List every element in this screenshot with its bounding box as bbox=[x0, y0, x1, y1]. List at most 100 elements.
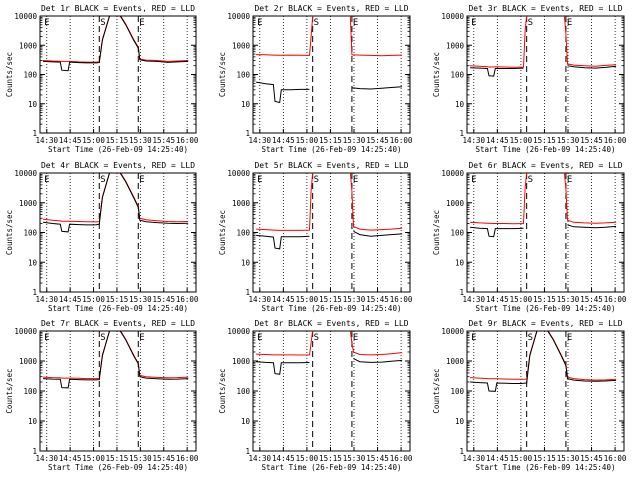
x-tick-label: 15:15 bbox=[319, 295, 342, 304]
x-tick-label: 16:00 bbox=[176, 295, 199, 304]
x-tick-label: 15:45 bbox=[152, 454, 175, 463]
events-series-line bbox=[353, 230, 403, 237]
detector-panel-2: Det 2r BLACK = Events, RED = LLD 1 10 100 10… bbox=[218, 4, 413, 154]
x-tick-label: 15:15 bbox=[106, 454, 129, 463]
lld-series-line bbox=[256, 331, 403, 356]
panel-title: Det 4r BLACK = Events, RED = LLD bbox=[41, 161, 195, 170]
y-tick-label: 1000 bbox=[232, 357, 251, 366]
plot-frame bbox=[252, 330, 411, 452]
x-tick-label: 16:00 bbox=[176, 136, 199, 145]
y-tick-label: 1000 bbox=[19, 41, 38, 50]
x-tick-label: 15:00 bbox=[82, 295, 105, 304]
lld-series-line bbox=[470, 331, 617, 381]
y-tick-label: 10 bbox=[28, 258, 38, 267]
marker-label: E bbox=[44, 18, 49, 28]
x-tick-label: 16:00 bbox=[604, 454, 627, 463]
y-tick-label: 10000 bbox=[441, 169, 464, 178]
marker-label: E bbox=[353, 18, 358, 28]
y-tick-label: 10 bbox=[455, 417, 465, 426]
events-series-line bbox=[353, 358, 403, 363]
y-tick-label: 10000 bbox=[227, 169, 250, 178]
y-tick-label: 1000 bbox=[446, 357, 465, 366]
panel-title: Det 3r BLACK = Events, RED = LLD bbox=[468, 4, 622, 13]
y-tick-label: 100 bbox=[236, 71, 250, 80]
plot-frame bbox=[252, 15, 411, 134]
marker-label: E bbox=[567, 333, 572, 343]
lld-series-line bbox=[256, 173, 403, 231]
y-tick-label: 10000 bbox=[227, 12, 250, 21]
lld-series-line bbox=[43, 173, 189, 223]
x-tick-label: 15:15 bbox=[106, 136, 129, 145]
y-tick-label: 100 bbox=[236, 229, 250, 238]
x-tick-label: 15:30 bbox=[557, 136, 580, 145]
y-tick-label: 100 bbox=[450, 229, 464, 238]
x-tick-label: 15:00 bbox=[296, 295, 319, 304]
x-tick-label: 15:00 bbox=[296, 136, 319, 145]
y-axis-label: Counts/sec bbox=[218, 52, 227, 97]
y-tick-label: 10000 bbox=[14, 327, 37, 336]
x-tick-label: 14:45 bbox=[486, 136, 509, 145]
x-tick-label: 14:30 bbox=[249, 136, 272, 145]
x-tick-label: 15:00 bbox=[510, 295, 533, 304]
x-tick-label: 15:00 bbox=[296, 454, 319, 463]
x-tick-label: 15:00 bbox=[510, 454, 533, 463]
y-tick-label: 1 bbox=[245, 129, 250, 138]
y-axis-label: Counts/sec bbox=[5, 52, 14, 97]
y-tick-label: 1000 bbox=[19, 199, 38, 208]
x-tick-label: 15:00 bbox=[510, 136, 533, 145]
events-series-line bbox=[43, 16, 189, 72]
y-tick-label: 1 bbox=[459, 288, 464, 297]
y-axis-label: Counts/sec bbox=[5, 368, 14, 413]
y-tick-label: 10000 bbox=[441, 12, 464, 21]
panel-title: Det 5r BLACK = Events, RED = LLD bbox=[254, 161, 408, 170]
marker-label: S bbox=[100, 333, 105, 343]
x-tick-label: 14:30 bbox=[249, 454, 272, 463]
y-tick-label: 10000 bbox=[14, 12, 37, 21]
y-axis-label: Counts/sec bbox=[432, 368, 441, 413]
detector-panel-9: Det 9r BLACK = Events, RED = LLD 1 10 100 10… bbox=[432, 319, 627, 472]
detector-panel-4: Det 4r BLACK = Events, RED = LLD 1 10 100 10… bbox=[5, 161, 199, 313]
detector-panel-7: Det 7r BLACK = Events, RED = LLD 1 10 100 10… bbox=[5, 319, 199, 472]
x-tick-label: 14:45 bbox=[272, 136, 295, 145]
x-tick-label: 14:30 bbox=[249, 295, 272, 304]
lld-series-line bbox=[470, 173, 617, 225]
marker-label: E bbox=[567, 18, 572, 28]
x-tick-label: 15:30 bbox=[343, 295, 366, 304]
panel-title: Det 7r BLACK = Events, RED = LLD bbox=[41, 319, 195, 328]
x-axis-label: Start Time (26-Feb-09 14:25:40) bbox=[476, 304, 616, 313]
y-axis-label: Counts/sec bbox=[218, 210, 227, 255]
y-tick-label: 10 bbox=[241, 258, 251, 267]
y-tick-label: 10000 bbox=[14, 169, 37, 178]
x-tick-label: 15:00 bbox=[82, 136, 105, 145]
x-tick-label: 15:15 bbox=[533, 295, 556, 304]
detector-panel-1: Det 1r BLACK = Events, RED = LLD 1 10 100 10… bbox=[5, 4, 199, 154]
x-tick-label: 15:30 bbox=[129, 295, 152, 304]
x-axis-label: Start Time (26-Feb-09 14:25:40) bbox=[48, 304, 188, 313]
detector-panel-5: Det 5r BLACK = Events, RED = LLD 1 10 100 10… bbox=[218, 161, 413, 313]
panel-title: Det 9r BLACK = Events, RED = LLD bbox=[468, 319, 622, 328]
y-tick-label: 100 bbox=[23, 71, 37, 80]
x-tick-label: 15:15 bbox=[533, 136, 556, 145]
detector-panel-8: Det 8r BLACK = Events, RED = LLD 1 10 100 10… bbox=[218, 319, 413, 472]
plot-frame bbox=[466, 172, 625, 293]
y-tick-label: 1000 bbox=[446, 41, 465, 50]
x-tick-label: 15:15 bbox=[106, 295, 129, 304]
y-tick-label: 10 bbox=[241, 100, 251, 109]
x-tick-label: 14:30 bbox=[463, 454, 486, 463]
detector-panel-6: Det 6r BLACK = Events, RED = LLD 1 10 100 10… bbox=[432, 161, 627, 313]
y-tick-label: 100 bbox=[450, 71, 464, 80]
x-tick-label: 15:30 bbox=[129, 454, 152, 463]
x-axis-label: Start Time (26-Feb-09 14:25:40) bbox=[476, 463, 616, 472]
y-tick-label: 1 bbox=[32, 129, 37, 138]
y-tick-label: 1 bbox=[32, 447, 37, 456]
x-tick-label: 16:00 bbox=[604, 295, 627, 304]
x-tick-label: 16:00 bbox=[604, 136, 627, 145]
marker-label: E bbox=[139, 18, 144, 28]
events-series-line bbox=[470, 67, 524, 77]
y-tick-label: 1 bbox=[245, 447, 250, 456]
y-tick-label: 1 bbox=[32, 288, 37, 297]
x-axis-label: Start Time (26-Feb-09 14:25:40) bbox=[262, 304, 402, 313]
lld-series-line bbox=[470, 16, 617, 68]
x-tick-label: 14:30 bbox=[463, 136, 486, 145]
